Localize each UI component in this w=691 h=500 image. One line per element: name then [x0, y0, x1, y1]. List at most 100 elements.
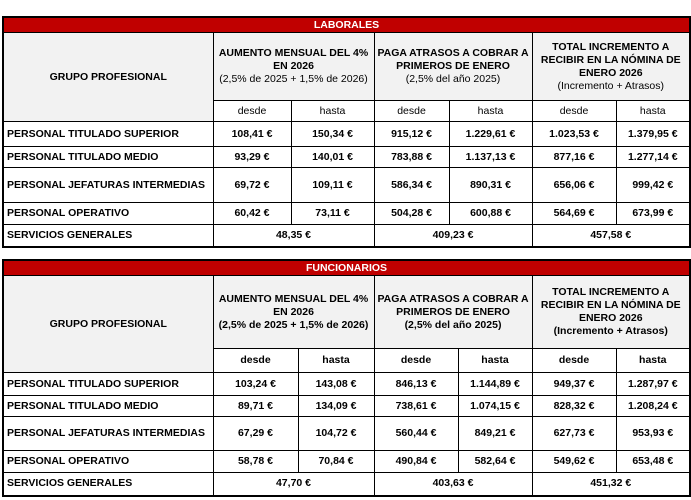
column-note: (Incremento + Atrasos) [553, 325, 668, 337]
column-note: (2,5% del año 2025) [404, 318, 502, 331]
table-row: PERSONAL TITULADO MEDIO 89,71 €134,09 €73… [2, 395, 691, 417]
value-cell: 549,62 € [531, 450, 617, 473]
value-cell: 150,34 € [290, 121, 375, 147]
desde-label: desde [212, 100, 292, 122]
value-cell: 1.379,95 € [615, 121, 691, 147]
table-row: PERSONAL OPERATIVO 60,42 €73,11 €504,28 €… [2, 202, 691, 225]
laborales-table: LABORALES GRUPO PROFESIONAL AUMENTO MENSUA… [2, 16, 691, 248]
column-title: PAGA ATRASOS A COBRAR A PRIMEROS DE ENER… [377, 292, 529, 318]
table-title: FUNCIONARIOS [2, 259, 691, 276]
column-title: TOTAL INCREMENTO A RECIBIR EN LA NÓMINA … [540, 286, 681, 324]
desde-label: desde [531, 348, 617, 373]
column-title: PAGA ATRASOS A COBRAR A PRIMEROS DE ENER… [377, 47, 529, 72]
value-cell: 140,01 € [290, 146, 375, 168]
value-cell: 143,08 € [297, 372, 375, 396]
value-cell: 849,21 € [457, 416, 533, 451]
value-cell: 656,06 € [531, 167, 617, 203]
column-title: AUMENTO MENSUAL DEL 4% EN 2026 [218, 292, 369, 318]
row-label: PERSONAL TITULADO MEDIO [2, 146, 214, 168]
group-header: GRUPO PROFESIONAL [2, 275, 214, 373]
value-cell: 1.287,97 € [615, 372, 691, 396]
header-row: GRUPO PROFESIONAL AUMENTO MENSUAL DEL 4% … [2, 32, 691, 122]
value-cell: 1.208,24 € [615, 395, 691, 417]
row-label: PERSONAL JEFATURAS INTERMEDIAS [2, 416, 214, 451]
value-cell: 783,88 € [373, 146, 450, 168]
value-cell: 70,84 € [297, 450, 375, 473]
value-cell: 915,12 € [373, 121, 450, 147]
column-note: (2,5% de 2025 + 1,5% de 2026) [218, 318, 369, 331]
column-header: TOTAL INCREMENTO A RECIBIR EN LA NÓMINA … [531, 275, 691, 349]
column-header: AUMENTO MENSUAL DEL 4% EN 2026 (2,5% de 2… [212, 32, 375, 101]
value-cell: 134,09 € [297, 395, 375, 417]
value-cell: 877,16 € [531, 146, 617, 168]
table-row: SERVICIOS GENERALES 47,70 €403,63 €451,32… [2, 472, 691, 496]
row-label: PERSONAL JEFATURAS INTERMEDIAS [2, 167, 214, 203]
value-cell: 108,41 € [212, 121, 292, 147]
row-label: PERSONAL OPERATIVO [2, 202, 214, 225]
header-row: GRUPO PROFESIONAL AUMENTO MENSUAL DEL 4% … [2, 275, 691, 373]
row-label: PERSONAL TITULADO MEDIO [2, 395, 214, 417]
title-row: LABORALES [2, 16, 691, 33]
table-row: PERSONAL OPERATIVO 58,78 €70,84 €490,84 €… [2, 450, 691, 473]
group-header: GRUPO PROFESIONAL [2, 32, 214, 122]
value-cell: 73,11 € [290, 202, 375, 225]
value-cell: 103,24 € [212, 372, 299, 396]
value-cell: 1.144,89 € [457, 372, 533, 396]
value-cell: 673,99 € [615, 202, 691, 225]
row-label: PERSONAL TITULADO SUPERIOR [2, 121, 214, 147]
merged-value-cell: 409,23 € [373, 224, 533, 247]
value-cell: 738,61 € [373, 395, 459, 417]
merged-value-cell: 47,70 € [212, 472, 375, 496]
row-label: SERVICIOS GENERALES [2, 472, 214, 496]
merged-value-cell: 48,35 € [212, 224, 375, 247]
hasta-label: hasta [297, 348, 375, 373]
value-cell: 627,73 € [531, 416, 617, 451]
hasta-label: hasta [448, 100, 533, 122]
value-cell: 560,44 € [373, 416, 459, 451]
value-cell: 1.023,53 € [531, 121, 617, 147]
value-cell: 490,84 € [373, 450, 459, 473]
value-cell: 949,37 € [531, 372, 617, 396]
table-row: SERVICIOS GENERALES 48,35 €409,23 €457,58… [2, 224, 691, 247]
table-title: LABORALES [2, 16, 691, 33]
value-cell: 890,31 € [448, 167, 533, 203]
hasta-label: hasta [290, 100, 375, 122]
hasta-label: hasta [457, 348, 533, 373]
table-row: PERSONAL TITULADO MEDIO 93,29 €140,01 €78… [2, 146, 691, 168]
merged-value-cell: 403,63 € [373, 472, 533, 496]
subheader-row: desde hasta desde hasta desde hasta [3, 100, 691, 122]
value-cell: 69,72 € [212, 167, 292, 203]
column-note: (Incremento + Atrasos) [557, 79, 665, 92]
value-cell: 104,72 € [297, 416, 375, 451]
row-label: SERVICIOS GENERALES [2, 224, 214, 247]
hasta-label: hasta [615, 348, 691, 373]
desde-label: desde [373, 348, 459, 373]
value-cell: 89,71 € [212, 395, 299, 417]
table-row: PERSONAL TITULADO SUPERIOR 103,24 €143,08… [2, 372, 691, 396]
value-cell: 999,42 € [615, 167, 691, 203]
desde-label: desde [373, 100, 450, 122]
value-cell: 582,64 € [457, 450, 533, 473]
value-cell: 828,32 € [531, 395, 617, 417]
merged-value-cell: 451,32 € [531, 472, 691, 496]
value-cell: 586,34 € [373, 167, 450, 203]
value-cell: 953,93 € [615, 416, 691, 451]
row-label: PERSONAL OPERATIVO [2, 450, 214, 473]
value-cell: 93,29 € [212, 146, 292, 168]
column-header: PAGA ATRASOS A COBRAR A PRIMEROS DE ENER… [373, 32, 533, 101]
column-title: TOTAL INCREMENTO A RECIBIR EN LA NÓMINA … [540, 40, 681, 79]
value-cell: 60,42 € [212, 202, 292, 225]
table-row: PERSONAL JEFATURAS INTERMEDIAS 67,29 €104… [2, 416, 691, 451]
value-cell: 67,29 € [212, 416, 299, 451]
value-cell: 600,88 € [448, 202, 533, 225]
value-cell: 846,13 € [373, 372, 459, 396]
value-cell: 504,28 € [373, 202, 450, 225]
value-cell: 1.229,61 € [448, 121, 533, 147]
desde-label: desde [212, 348, 299, 373]
hasta-label: hasta [615, 100, 691, 122]
value-cell: 58,78 € [212, 450, 299, 473]
column-note: (2,5% de 2025 + 1,5% de 2026) [219, 73, 368, 85]
table-row: PERSONAL TITULADO SUPERIOR 108,41 €150,34… [2, 121, 691, 147]
table-row: PERSONAL JEFATURAS INTERMEDIAS 69,72 €109… [2, 167, 691, 203]
value-cell: 1.137,13 € [448, 146, 533, 168]
